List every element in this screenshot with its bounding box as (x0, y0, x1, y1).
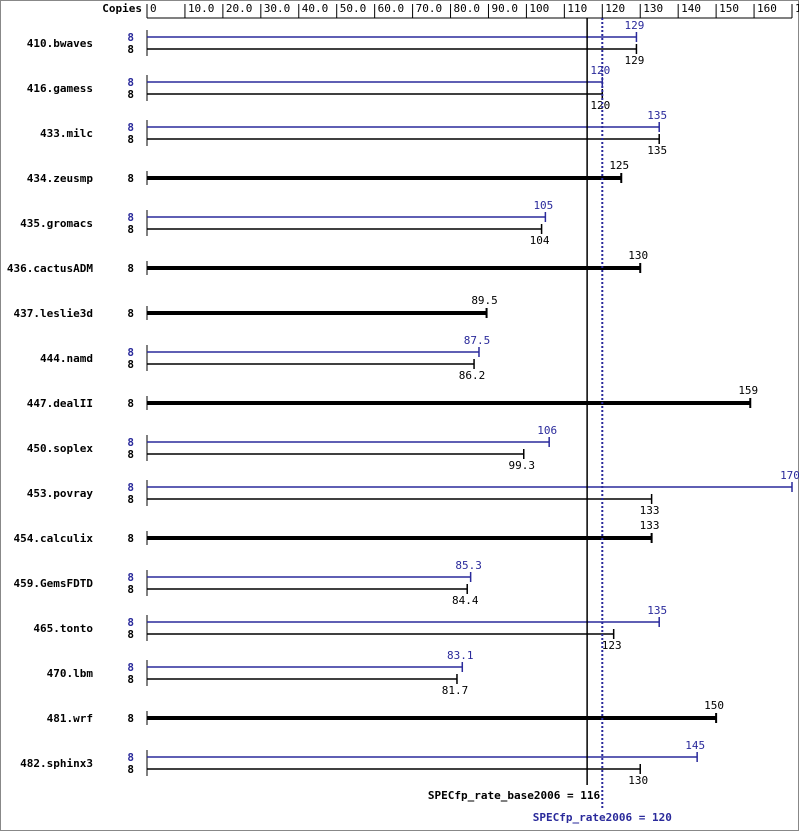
copies-label: 8 (127, 628, 134, 641)
copies-label: 8 (127, 307, 134, 320)
value-label: 120 (590, 64, 610, 77)
benchmark-label: 481.wrf (47, 712, 93, 725)
value-label: 159 (738, 384, 758, 397)
value-label: 85.3 (455, 559, 482, 572)
x-tick-label: 50.0 (340, 2, 367, 15)
copies-label: 8 (127, 172, 134, 185)
value-label: 170 (780, 469, 799, 482)
copies-label: 8 (127, 481, 134, 494)
x-tick-label: 160 (757, 2, 777, 15)
copies-label: 8 (127, 133, 134, 146)
copies-label: 8 (127, 448, 134, 461)
value-label: 129 (625, 19, 645, 32)
copies-label: 8 (127, 571, 134, 584)
copies-label: 8 (127, 346, 134, 359)
copies-label: 8 (127, 583, 134, 596)
x-tick-label: 90.0 (491, 2, 518, 15)
value-label: 133 (640, 504, 660, 517)
benchmark-label: 410.bwaves (27, 37, 93, 50)
value-label: 135 (647, 109, 667, 122)
x-tick-label: 30.0 (264, 2, 291, 15)
value-label: 130 (628, 774, 648, 787)
reference-label: SPECfp_rate_base2006 = 116 (428, 789, 601, 802)
value-label: 105 (533, 199, 553, 212)
benchmark-label: 444.namd (40, 352, 93, 365)
value-label: 133 (640, 519, 660, 532)
benchmark-label: 436.cactusADM (7, 262, 93, 275)
reference-label: SPECfp_rate2006 = 120 (533, 811, 672, 824)
benchmark-label: 454.calculix (14, 532, 94, 545)
x-tick-label: 150 (719, 2, 739, 15)
value-label: 145 (685, 739, 705, 752)
x-tick-label: 100 (529, 2, 549, 15)
copies-label: 8 (127, 493, 134, 506)
copies-label: 8 (127, 76, 134, 89)
value-label: 89.5 (471, 294, 498, 307)
value-label: 84.4 (452, 594, 479, 607)
value-label: 130 (628, 249, 648, 262)
value-label: 135 (647, 604, 667, 617)
benchmark-label: 453.povray (27, 487, 94, 500)
copies-label: 8 (127, 436, 134, 449)
copies-label: 8 (127, 211, 134, 224)
x-tick-label: 10.0 (188, 2, 215, 15)
x-tick-label: 40.0 (302, 2, 329, 15)
x-tick-label: 0 (150, 2, 157, 15)
copies-label: 8 (127, 88, 134, 101)
copies-label: 8 (127, 763, 134, 776)
value-label: 86.2 (459, 369, 486, 382)
x-tick-label: 170 (795, 2, 799, 15)
value-label: 99.3 (509, 459, 536, 472)
value-label: 129 (625, 54, 645, 67)
x-tick-label: 70.0 (416, 2, 443, 15)
benchmark-label: 416.gamess (27, 82, 93, 95)
x-tick-label: 130 (643, 2, 663, 15)
value-label: 104 (530, 234, 550, 247)
value-label: 120 (590, 99, 610, 112)
value-label: 135 (647, 144, 667, 157)
benchmark-label: 470.lbm (47, 667, 94, 680)
x-tick-label: 110 (567, 2, 587, 15)
benchmark-label: 450.soplex (27, 442, 94, 455)
benchmark-label: 447.dealII (27, 397, 93, 410)
x-tick-label: 20.0 (226, 2, 253, 15)
copies-label: 8 (127, 31, 134, 44)
benchmark-label: 435.gromacs (20, 217, 93, 230)
value-label: 83.1 (447, 649, 474, 662)
benchmark-label: 465.tonto (33, 622, 93, 635)
benchmark-label: 459.GemsFDTD (14, 577, 94, 590)
benchmark-label: 437.leslie3d (14, 307, 93, 320)
benchmark-label: 482.sphinx3 (20, 757, 93, 770)
value-label: 87.5 (464, 334, 491, 347)
copies-label: 8 (127, 121, 134, 134)
copies-label: 8 (127, 751, 134, 764)
copies-label: 8 (127, 223, 134, 236)
copies-label: 8 (127, 43, 134, 56)
x-tick-label: 80.0 (454, 2, 481, 15)
value-label: 123 (602, 639, 622, 652)
copies-label: 8 (127, 358, 134, 371)
value-label: 125 (609, 159, 629, 172)
copies-label: 8 (127, 673, 134, 686)
x-tick-label: 120 (605, 2, 625, 15)
copies-label: 8 (127, 262, 134, 275)
x-tick-label: 140 (681, 2, 701, 15)
value-label: 106 (537, 424, 557, 437)
copies-label: 8 (127, 661, 134, 674)
benchmark-label: 434.zeusmp (27, 172, 94, 185)
copies-label: 8 (127, 712, 134, 725)
x-tick-label: 60.0 (378, 2, 405, 15)
value-label: 150 (704, 699, 724, 712)
copies-label: 8 (127, 397, 134, 410)
copies-label: 8 (127, 616, 134, 629)
value-label: 81.7 (442, 684, 469, 697)
x-axis-label: Copies (102, 2, 142, 15)
copies-label: 8 (127, 532, 134, 545)
benchmark-label: 433.milc (40, 127, 93, 140)
